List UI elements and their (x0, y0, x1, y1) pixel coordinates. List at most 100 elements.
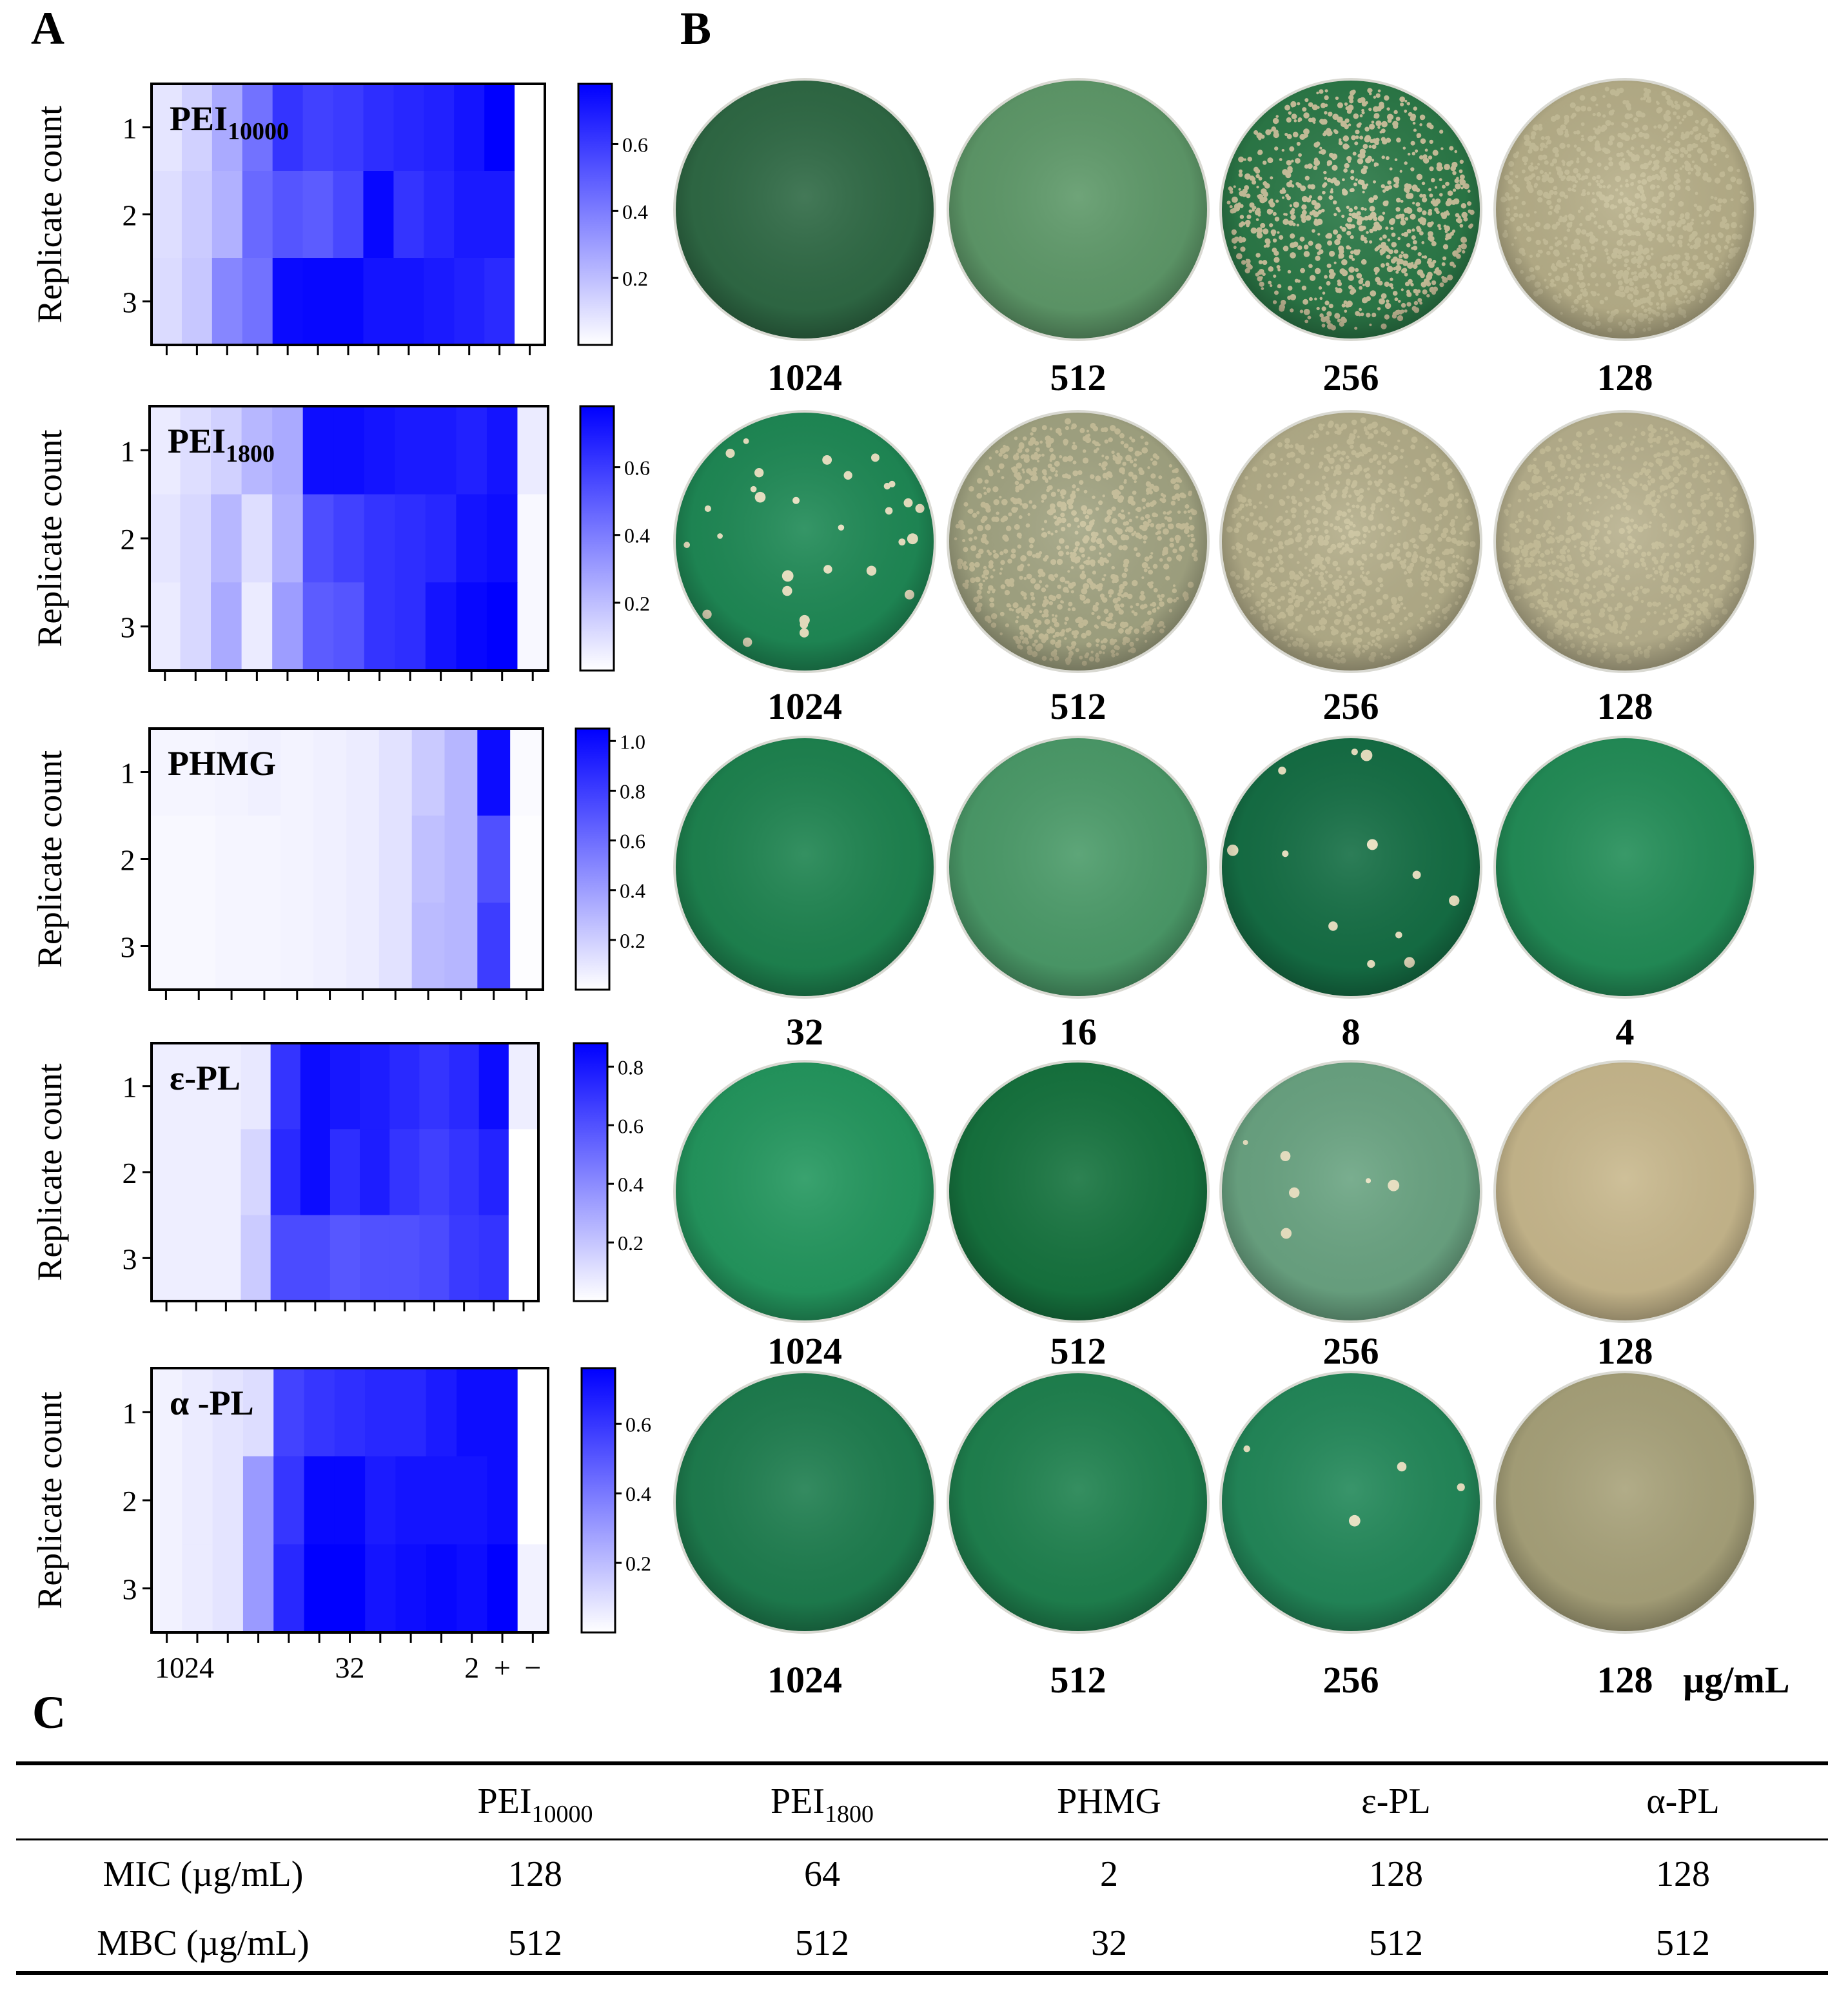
heatmap-cell (364, 582, 395, 671)
heatmap-cell (211, 1129, 241, 1215)
heatmap-cell (477, 816, 510, 903)
heatmap-cell (426, 1456, 457, 1545)
heatmap-cell (181, 1215, 211, 1302)
heatmap-cell (395, 406, 426, 495)
heatmap-cell (242, 582, 273, 671)
heatmap-cell (515, 258, 546, 346)
heatmap-cell (515, 84, 546, 171)
heatmap-cell (412, 816, 445, 903)
heatmap-cell (212, 171, 243, 259)
heatmap-cell (389, 1215, 420, 1302)
heatmap-cell (273, 258, 304, 346)
heatmap-cell (449, 1043, 480, 1130)
plate-concentration-label: 512 (1050, 357, 1106, 398)
heatmap-cell (211, 1215, 241, 1302)
heatmap-cell (517, 582, 548, 671)
agar-plate (1493, 410, 1756, 673)
plate-shading (1222, 413, 1480, 671)
heatmap-cell (181, 582, 211, 671)
heatmap-cell (182, 816, 215, 903)
heatmap-cell (182, 1544, 213, 1632)
plate-concentration-label: 256 (1323, 685, 1379, 727)
x-tick-label: + (494, 1651, 511, 1684)
heatmap-cell (242, 495, 273, 583)
heatmap-cell (303, 258, 334, 346)
heatmap-cell (487, 582, 518, 671)
heatmap-cell (484, 84, 515, 171)
heatmap-cell (424, 258, 455, 346)
heatmap-cell (333, 582, 364, 671)
heatmap-cell (479, 1215, 509, 1302)
heatmap-cell (395, 1456, 426, 1545)
agar-plate (1219, 78, 1482, 341)
heatmap-title: α -PL (170, 1384, 254, 1422)
heatmap-cell (395, 582, 426, 671)
colorbar-tick-label: 0.8 (618, 1055, 644, 1079)
colorbar-tick-label: 0.6 (624, 456, 650, 480)
heatmap-cell (426, 1544, 457, 1632)
heatmap-cell (304, 1368, 335, 1456)
heatmap-cell (365, 1544, 396, 1632)
heatmap-cell (379, 816, 412, 903)
heatmap-cell (346, 729, 379, 816)
x-tick-label: 1024 (155, 1651, 214, 1684)
heatmap-cell (303, 582, 334, 671)
heatmap-cell (449, 1129, 480, 1215)
heatmap-cell (313, 903, 346, 990)
heatmap-cell (393, 84, 424, 171)
y-tick-label: 2 (123, 1485, 137, 1518)
heatmap-cell (426, 406, 457, 495)
heatmap-title-subscript: 10000 (228, 118, 289, 145)
heatmap-cell (152, 1215, 182, 1302)
heatmap-cell (360, 1129, 390, 1215)
heatmap-cell (212, 258, 243, 346)
heatmap-cell (150, 582, 181, 671)
heatmap-cell (445, 816, 478, 903)
heatmap-cell (271, 1043, 301, 1130)
heatmap-cell (449, 1215, 480, 1302)
x-tick-label: − (524, 1651, 541, 1684)
heatmap-cell (487, 1544, 518, 1632)
colorbar-tick-label: 0.4 (620, 879, 645, 903)
heatmap-title: PHMG (168, 744, 276, 783)
heatmap-cell (182, 258, 213, 346)
heatmap-cell (335, 1544, 366, 1632)
colorbar (576, 729, 609, 990)
heatmap-cell (280, 729, 313, 816)
heatmap-cell (364, 495, 395, 583)
heatmap-cell (300, 1043, 331, 1130)
y-tick-label: 3 (123, 1573, 137, 1606)
y-axis-label: Replicate count (30, 1063, 69, 1280)
plate-concentration-label: 128 (1597, 357, 1653, 398)
agar-plate (673, 410, 936, 673)
heatmap-cell (304, 1544, 335, 1632)
heatmap-cell (509, 1043, 539, 1130)
heatmap-cell (487, 1456, 518, 1545)
colorbar-tick-label: 0.4 (624, 524, 650, 547)
heatmap-cell (419, 1215, 449, 1302)
colorbar-tick-label: 0.4 (625, 1482, 651, 1505)
heatmap-cell (333, 258, 364, 346)
heatmap-cell (300, 1215, 331, 1302)
heatmap-cell (454, 84, 485, 171)
heatmap-cell (517, 495, 548, 583)
heatmap-cell (515, 171, 546, 259)
colorbar-tick-label: 0.4 (622, 200, 648, 223)
heatmap-cell (152, 1129, 182, 1215)
plate-concentration-label: 1024 (767, 685, 842, 727)
heatmap-cell (395, 495, 426, 583)
heatmap-cell (445, 903, 478, 990)
heatmap-cell (379, 729, 412, 816)
agar-plate (1219, 410, 1482, 673)
colorbar-tick-label: 0.8 (620, 779, 645, 803)
colorbar-tick-label: 0.2 (618, 1231, 644, 1255)
heatmap-cell (393, 258, 424, 346)
heatmap-cell (152, 1456, 182, 1545)
heatmap-cell (272, 406, 303, 495)
colorbar-tick-label: 0.2 (622, 267, 648, 290)
heatmap-cell (241, 1215, 271, 1302)
plate-shading (676, 81, 934, 338)
heatmap-cell (182, 171, 213, 259)
heatmap-cell (333, 495, 364, 583)
